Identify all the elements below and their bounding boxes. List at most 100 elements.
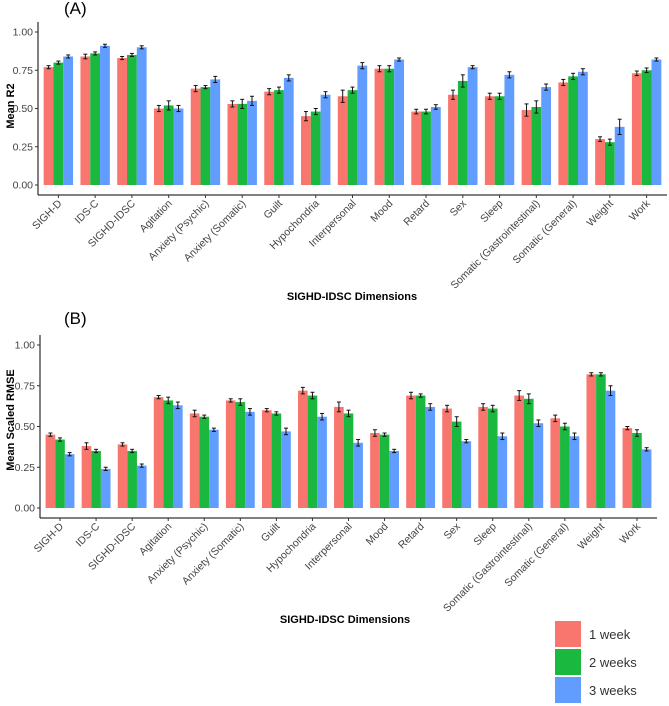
panel-a-x-tick-label-mood: Mood (368, 198, 395, 225)
panel-b-bar-anxiety-somatic-1-week (225, 400, 236, 508)
panel-a-bar-agitation-1-week (153, 108, 164, 185)
panel-b-bar-somatic-gastrointestinal-3-weeks (533, 423, 544, 508)
legend-swatch-3-weeks (555, 677, 581, 703)
panel-b-x-tick-label-guilt: Guilt (259, 521, 283, 545)
panel-b-bar-sigh-d-1-week (45, 434, 56, 508)
panel-a-x-tick-label-agitation: Agitation (137, 198, 174, 235)
panel-a-bar-sigh-d-1-week (43, 67, 54, 185)
panel-b-bar-somatic-general-1-week (550, 418, 561, 508)
panel-b-y-tick-label: 0.00 (15, 503, 36, 515)
panel-a-bar-sighd-idsc-2-weeks (127, 54, 137, 186)
panel-b-bar-guilt-1-week (261, 410, 272, 508)
panel-a-y-tick-label: 0.00 (13, 180, 34, 192)
panel-a-bar-retard-2-weeks (421, 111, 431, 185)
panel-a-bar-interpersonal-2-weeks (347, 90, 358, 185)
panel-a-x-tick-label-retard: Retard (401, 198, 432, 229)
panel-a-bar-weight-2-weeks (604, 142, 615, 185)
panel-a-bar-interpersonal-1-week (337, 96, 348, 185)
legend: 1 week 2 weeks 3 weeks (555, 621, 637, 703)
panel-b-bar-guilt-3-weeks (281, 431, 291, 508)
panel-b-bar-sigh-d-2-weeks (55, 439, 65, 508)
panel-a-bar-somatic-gastrointestinal-1-week (521, 110, 532, 185)
panel-b-bar-guilt-2-weeks (271, 413, 282, 508)
panel-a-bar-work-2-weeks (641, 70, 652, 185)
panel-a-bar-somatic-general-2-weeks (568, 76, 578, 185)
panel-b-bar-somatic-general-3-weeks (569, 436, 580, 508)
panel-b-bar-hypochondria-3-weeks (317, 416, 327, 508)
panel-b-y-tick-label: 0.50 (15, 421, 36, 433)
panel-b-bar-work-2-weeks (632, 433, 642, 508)
panel-a-bar-guilt-2-weeks (274, 90, 284, 185)
panel-b-x-tick-label-work: Work (617, 520, 643, 546)
panel-b-x-axis-title: SIGHD-IDSC Dimensions (280, 614, 410, 626)
panel-a-bar-guilt-3-weeks (283, 77, 294, 185)
panel-a-label: (A) (64, 0, 87, 18)
panel-b-bar-somatic-gastrointestinal-2-weeks (523, 398, 534, 508)
panel-b-y-tick-label: 1.00 (15, 340, 36, 352)
panel-a-bar-sighd-idsc-1-week (117, 58, 128, 186)
panel-a-bar-anxiety-psychic-2-weeks (200, 87, 211, 185)
panel-a-bar-sigh-d-2-weeks (53, 62, 64, 185)
panel-b-bar-anxiety-psychic-2-weeks (199, 416, 210, 508)
legend-label-1-week: 1 week (589, 627, 631, 642)
panel-b-bar-sex-2-weeks (451, 421, 462, 508)
panel-b-y-tick-label: 0.25 (15, 462, 36, 474)
panel-a-bar-interpersonal-3-weeks (357, 65, 368, 185)
panel-b-bar-sleep-3-weeks (497, 436, 508, 508)
panel-b-bar-interpersonal-1-week (334, 406, 344, 508)
panel-b-bar-interpersonal-3-weeks (353, 442, 363, 508)
panel-b-x-tick-label-weight: Weight (576, 521, 608, 553)
panel-a-bar-mood-2-weeks (384, 68, 395, 185)
panel-a-bar-anxiety-psychic-1-week (190, 88, 201, 185)
panel-b-x-tick-label-ids-c: IDS-C (74, 520, 103, 549)
panel-b-bar-weight-2-weeks (596, 374, 606, 508)
legend-label-2-weeks: 2 weeks (589, 655, 637, 670)
panel-b-x-tick-label-mood: Mood (364, 521, 391, 548)
panel-a-x-tick-label-sleep: Sleep (478, 198, 506, 226)
panel-a-bar-sex-3-weeks (467, 67, 478, 185)
panel-b-bar-anxiety-somatic-2-weeks (235, 402, 246, 508)
panel-b-x-tick-label-somatic-general: Somatic (General) (502, 521, 571, 590)
panel-a-bar-sex-2-weeks (457, 80, 468, 185)
panel-a-y-tick-label: 0.25 (13, 141, 34, 153)
panel-a-bar-anxiety-somatic-3-weeks (247, 100, 257, 185)
panel-b-bar-agitation-2-weeks (163, 400, 174, 508)
panel-a-x-tick-label-work: Work (627, 197, 653, 223)
panel-b-bar-weight-1-week (586, 374, 597, 508)
panel-a-bar-somatic-gastrointestinal-3-weeks (541, 87, 552, 185)
panel-a-bar-mood-3-weeks (394, 59, 404, 185)
panel-a-bar-hypochondria-3-weeks (320, 94, 331, 185)
panel-a-bar-retard-3-weeks (430, 106, 441, 185)
panel-a-y-tick-label: 0.75 (13, 65, 34, 77)
panel-a-bar-anxiety-somatic-1-week (227, 103, 238, 185)
legend-swatch-2-weeks (555, 649, 581, 675)
panel-b-bar-sighd-idsc-3-weeks (136, 465, 147, 508)
panel-b-bar-agitation-3-weeks (173, 405, 183, 508)
panel-b-bar-ids-c-3-weeks (100, 468, 111, 508)
legend-swatch-1-week (555, 621, 581, 647)
panel-b-x-tick-label-retard: Retard (396, 521, 427, 552)
panel-b-bar-sighd-idsc-2-weeks (127, 450, 137, 508)
panel-b-bar-sex-3-weeks (461, 441, 472, 508)
panel-b-bar-sighd-idsc-1-week (117, 444, 128, 508)
panel-a-bar-sex-1-week (448, 94, 458, 185)
panel-b-bar-retard-3-weeks (425, 406, 436, 508)
panel-b-bar-anxiety-somatic-3-weeks (245, 411, 255, 508)
panel-b-y-tick-label: 0.75 (15, 380, 36, 392)
panel-b-y-axis-title: Mean Scaled RMSE (5, 369, 17, 470)
panel-b-bar-mood-1-week (370, 433, 380, 508)
panel-a-bar-anxiety-somatic-2-weeks (237, 103, 248, 185)
panel-a-bar-weight-1-week (595, 139, 605, 185)
panel-a-y-tick-label: 0.50 (13, 103, 34, 115)
panel-b-bar-hypochondria-2-weeks (307, 395, 318, 508)
panel-b-bar-interpersonal-2-weeks (343, 413, 354, 508)
panel-a-bar-agitation-2-weeks (163, 105, 174, 185)
panel-a-bar-sleep-1-week (484, 96, 495, 185)
panel-a-bar-mood-1-week (374, 68, 385, 185)
panel-a-y-axis-title: Mean R2 (5, 83, 17, 128)
panel-a-bar-work-3-weeks (651, 59, 662, 185)
panel-a-bar-ids-c-1-week (80, 56, 91, 186)
